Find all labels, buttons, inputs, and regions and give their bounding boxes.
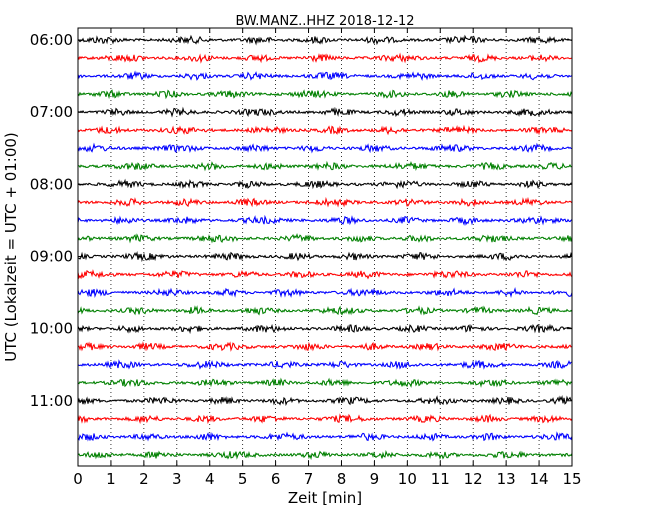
y-axis-ticks: 06:00 07:00 08:00 09:00 10:00 11:00 — [30, 31, 572, 410]
trace-line — [77, 323, 573, 335]
trace-line — [77, 124, 573, 136]
trace-line — [77, 214, 573, 226]
plot-frame — [77, 27, 573, 467]
y-tick-label: 10:00 — [30, 320, 73, 338]
y-tick-label: 08:00 — [30, 175, 73, 193]
trace-line — [77, 450, 573, 461]
x-axis-label: Zeit [min] — [288, 489, 362, 507]
trace-line — [77, 286, 573, 299]
trace-line — [77, 142, 573, 154]
trace-line — [77, 431, 573, 442]
y-tick-label: 07:00 — [30, 103, 73, 121]
trace-line — [77, 70, 573, 81]
chart-title: BW.MANZ..HHZ 2018-12-12 — [235, 14, 414, 29]
seismic-traces — [77, 34, 573, 461]
trace-line — [77, 413, 573, 425]
trace-line — [77, 106, 573, 118]
x-tick-label: 6 — [271, 470, 281, 488]
trace-line — [77, 341, 573, 352]
trace-line — [77, 52, 573, 64]
x-tick-label: 15 — [562, 470, 581, 488]
x-tick-label: 10 — [398, 470, 417, 488]
x-tick-label: 12 — [464, 470, 483, 488]
x-tick-label: 5 — [238, 470, 248, 488]
x-tick-label: 3 — [172, 470, 182, 488]
trace-line — [77, 233, 573, 244]
trace-line — [77, 269, 573, 280]
trace-line — [77, 160, 573, 172]
x-axis-ticks: 0 1 2 3 4 5 6 7 8 9 10 11 12 13 14 15 — [73, 28, 582, 488]
x-tick-label: 2 — [139, 470, 149, 488]
x-tick-label: 0 — [73, 470, 83, 488]
x-tick-label: 9 — [370, 470, 380, 488]
trace-line — [77, 305, 573, 316]
y-axis-label: UTC (Lokalzeit = UTC + 01:00) — [2, 132, 20, 362]
x-tick-label: 1 — [106, 470, 116, 488]
trace-line — [77, 89, 573, 100]
x-tick-label: 14 — [530, 470, 549, 488]
x-tick-label: 4 — [205, 470, 215, 488]
trace-line — [77, 395, 573, 407]
trace-line — [77, 34, 573, 46]
y-tick-label: 06:00 — [30, 31, 73, 49]
trace-line — [77, 196, 573, 208]
x-tick-label: 11 — [431, 470, 450, 488]
y-tick-label: 11:00 — [30, 392, 73, 410]
y-tick-label: 09:00 — [30, 247, 73, 265]
x-tick-label: 7 — [304, 470, 314, 488]
x-tick-label: 8 — [337, 470, 347, 488]
x-tick-label: 13 — [497, 470, 516, 488]
trace-line — [77, 359, 573, 370]
trace-line — [77, 251, 573, 263]
trace-line — [77, 178, 572, 190]
trace-line — [77, 377, 573, 388]
